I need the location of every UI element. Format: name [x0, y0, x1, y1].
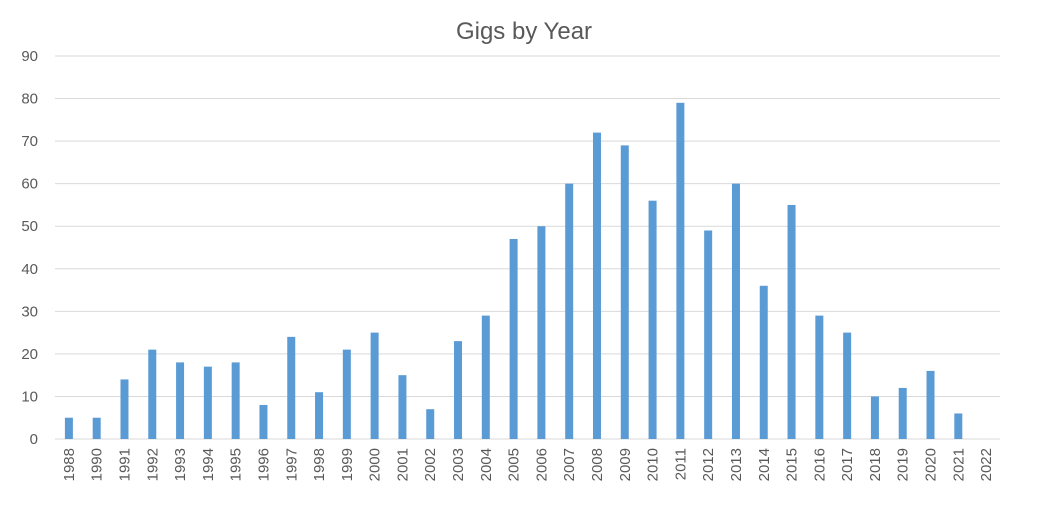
x-tick-label: 2011 — [672, 448, 689, 480]
y-tick-label: 90 — [21, 48, 38, 65]
x-tick-label: 2009 — [617, 448, 634, 481]
x-tick-label: 2012 — [700, 448, 717, 481]
bar-1990 — [92, 417, 101, 439]
x-tick-label: 2017 — [839, 448, 856, 481]
y-tick-label: 60 — [21, 176, 38, 193]
x-tick-label: 2002 — [422, 448, 439, 481]
bar-2017 — [843, 332, 852, 439]
x-axis-ticks: 1988 1990 1991 1992 1993 1994 1995 1996 1997 1998… — [61, 448, 995, 481]
y-tick-label: 0 — [30, 431, 38, 448]
y-axis-ticks: 0 10 20 30 40 50 60 70 80 90 — [21, 48, 38, 448]
bar-2008 — [592, 132, 601, 439]
x-tick-label: 2010 — [645, 448, 662, 481]
bar-1996 — [259, 404, 268, 439]
bar-2018 — [870, 396, 879, 439]
x-tick-label: 2006 — [533, 448, 550, 481]
bar-2020 — [926, 370, 935, 439]
bar-2021 — [954, 413, 963, 439]
bar-2007 — [565, 183, 574, 439]
y-tick-label: 40 — [21, 261, 38, 278]
x-tick-label: 2007 — [561, 448, 578, 481]
bar-1998 — [315, 392, 324, 439]
y-tick-label: 80 — [21, 91, 38, 108]
x-tick-label: 2000 — [367, 448, 384, 481]
x-tick-label: 2018 — [867, 448, 884, 481]
bar-1992 — [148, 349, 157, 439]
bar-1994 — [203, 366, 212, 439]
x-tick-label: 2019 — [895, 448, 912, 481]
y-tick-label: 30 — [21, 303, 38, 320]
x-tick-label: 1993 — [172, 448, 189, 481]
bar-2001 — [398, 375, 407, 439]
x-tick-label: 2020 — [923, 448, 940, 481]
x-tick-label: 1999 — [339, 448, 356, 481]
x-tick-label: 1990 — [89, 448, 106, 481]
y-tick-label: 70 — [21, 133, 38, 150]
x-tick-label: 1991 — [116, 448, 133, 481]
y-tick-label: 10 — [21, 388, 38, 405]
x-tick-label: 2008 — [589, 448, 606, 481]
x-tick-label: 2005 — [506, 448, 523, 481]
y-tick-label: 20 — [21, 346, 38, 363]
bar-2010 — [648, 200, 657, 439]
x-tick-label: 1992 — [144, 448, 161, 481]
x-tick-label: 2015 — [784, 448, 801, 481]
bar-1995 — [231, 362, 240, 439]
bar-2004 — [481, 315, 490, 439]
x-tick-label: 2021 — [950, 448, 967, 481]
bar-2013 — [731, 183, 740, 439]
x-tick-label: 1998 — [311, 448, 328, 481]
x-tick-label: 1995 — [228, 448, 245, 481]
bar-2015 — [787, 204, 796, 439]
bar-1991 — [120, 379, 129, 439]
x-tick-label: 2003 — [450, 448, 467, 481]
bar-1988 — [64, 417, 73, 439]
bar-2002 — [426, 409, 435, 439]
bar-2016 — [815, 315, 824, 439]
y-tick-label: 50 — [21, 218, 38, 235]
x-tick-label: 2022 — [978, 448, 995, 481]
x-tick-label: 2004 — [478, 448, 495, 481]
bar-2019 — [898, 387, 907, 439]
x-tick-label: 2014 — [756, 448, 773, 481]
x-tick-label: 2013 — [728, 448, 745, 481]
x-tick-label: 1994 — [200, 448, 217, 481]
bar-2011 — [676, 102, 685, 440]
bar-2000 — [370, 332, 379, 439]
x-tick-label: 2016 — [811, 448, 828, 481]
bar-2005 — [509, 238, 518, 439]
x-tick-label: 1997 — [283, 448, 300, 481]
bar-2014 — [759, 285, 768, 439]
bar-2009 — [620, 145, 629, 439]
gridlines — [55, 55, 1000, 440]
x-tick-label: 1996 — [255, 448, 272, 481]
x-tick-label: 1988 — [61, 448, 78, 481]
chart-title: Gigs by Year — [455, 18, 593, 45]
bar-1993 — [176, 362, 185, 439]
bar-1999 — [342, 349, 351, 439]
x-tick-label: 2001 — [394, 448, 411, 481]
bar-2003 — [454, 341, 463, 439]
bars — [64, 102, 963, 440]
bar-1997 — [287, 336, 296, 439]
bar-2012 — [704, 230, 713, 439]
bar-2006 — [537, 226, 546, 439]
